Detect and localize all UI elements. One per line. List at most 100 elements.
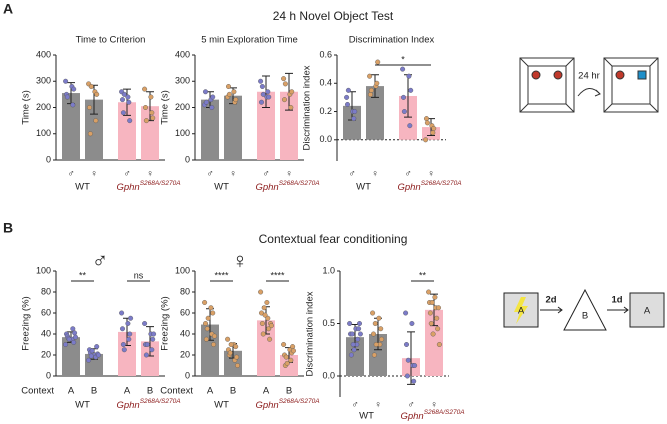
data-point — [428, 321, 434, 327]
y-tick-label: 0.2 — [319, 106, 332, 116]
data-point — [126, 336, 132, 342]
data-point — [371, 331, 377, 337]
y-tick-label: 100 — [36, 128, 51, 138]
data-point — [290, 344, 296, 350]
data-point — [95, 352, 101, 358]
data-point — [266, 326, 272, 332]
bar — [224, 95, 242, 160]
data-point — [288, 357, 294, 363]
y-tick-label: 200 — [36, 102, 51, 112]
data-point — [423, 137, 429, 143]
bar — [399, 95, 417, 140]
sex-symbol: ♀ — [232, 248, 249, 273]
data-point — [265, 315, 271, 321]
data-point — [233, 97, 239, 103]
data-point — [142, 86, 148, 92]
bar — [141, 341, 159, 376]
data-point — [345, 101, 351, 107]
data-point — [202, 300, 208, 306]
y-tick-label: 0 — [185, 370, 190, 380]
data-point — [405, 357, 411, 363]
data-point — [89, 348, 95, 354]
significance-label: * — [401, 54, 405, 64]
y-tick-label: 0.0 — [322, 370, 335, 380]
gene-name: Gphn — [116, 400, 139, 411]
data-point — [262, 312, 268, 318]
data-point — [436, 305, 442, 311]
category-label: ♂ — [407, 400, 414, 411]
category-label: ♂ — [123, 169, 130, 180]
allele: S268A/S270A — [279, 398, 320, 405]
data-point — [412, 363, 418, 369]
data-point — [264, 300, 270, 306]
bar — [343, 105, 361, 140]
category-label: ♀ — [90, 169, 97, 180]
data-point — [121, 347, 127, 353]
data-point — [435, 326, 441, 332]
chart-title: 5 min Exploration Time — [201, 35, 298, 46]
data-point — [211, 342, 217, 348]
bar — [257, 91, 275, 160]
data-point — [233, 344, 239, 350]
data-point — [403, 310, 409, 316]
category-label: ♀ — [371, 169, 378, 180]
interval-label: 2d — [545, 295, 556, 306]
data-point — [345, 87, 351, 93]
allele: S268A/S270A — [421, 180, 462, 187]
context-label: B — [582, 311, 588, 322]
group-label: WT — [214, 182, 229, 193]
group-label: WT — [75, 400, 90, 411]
category-label: B — [91, 386, 97, 397]
bar — [425, 309, 443, 376]
data-point — [259, 83, 265, 89]
group-label: WT — [356, 182, 371, 193]
data-point — [372, 321, 378, 327]
data-point — [436, 342, 442, 348]
gene-name: Gphn — [397, 182, 420, 193]
data-point — [259, 99, 265, 105]
data-point — [203, 336, 209, 342]
panel-title: 24 h Novel Object Test — [273, 9, 394, 23]
y-tick-label: 300 — [36, 76, 51, 86]
data-point — [379, 336, 385, 342]
data-point — [225, 336, 231, 342]
data-point — [282, 81, 288, 87]
data-point — [72, 334, 78, 340]
y-tick-label: 60 — [180, 307, 190, 317]
category-label: B — [230, 386, 236, 397]
data-point — [282, 97, 288, 103]
panel-letter: B — [3, 220, 13, 236]
data-point — [63, 78, 69, 84]
group-label: GphnS268A/S270A — [116, 398, 180, 411]
data-point — [210, 94, 216, 100]
data-point — [375, 59, 381, 65]
data-point — [151, 331, 157, 337]
data-point — [88, 83, 94, 89]
y-tick-label: 40 — [41, 328, 51, 338]
delay-label: 24 hr — [578, 71, 600, 82]
data-point — [149, 347, 155, 353]
data-point — [283, 354, 289, 360]
data-point — [119, 310, 125, 316]
allele: S268A/S270A — [140, 398, 181, 405]
y-tick-label: 200 — [175, 102, 190, 112]
data-point — [121, 91, 127, 97]
data-point — [267, 336, 273, 342]
significance-label: ns — [134, 270, 144, 280]
data-point — [409, 321, 415, 327]
data-point — [288, 104, 294, 110]
data-point — [88, 353, 94, 359]
y-tick-label: 0.0 — [319, 134, 332, 144]
data-point — [281, 76, 287, 82]
data-point — [143, 352, 149, 358]
data-point — [128, 315, 134, 321]
bar — [85, 99, 103, 160]
y-tick-label: 20 — [180, 349, 190, 359]
y-tick-label: 100 — [175, 128, 190, 138]
context-label: Context — [21, 386, 54, 397]
data-point — [434, 315, 440, 321]
data-point — [368, 92, 374, 98]
y-tick-label: 1.0 — [322, 265, 335, 275]
data-point — [407, 123, 413, 129]
category-label: ♀ — [146, 169, 153, 180]
